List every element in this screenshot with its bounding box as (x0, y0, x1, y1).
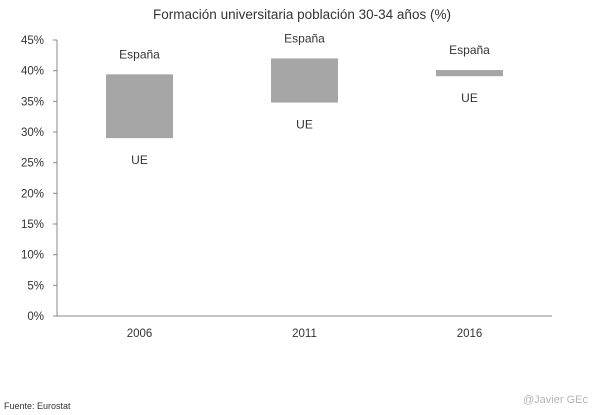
series-labels: España UE España UE España UE (119, 31, 490, 167)
credit: @Javier GEc (523, 394, 588, 406)
x-category-label: 2011 (292, 328, 317, 340)
label-espana: España (449, 43, 490, 57)
y-tick-label: 10% (21, 250, 44, 262)
y-ticks: 0% 5% 10% 15% 20% 25% 30% 35% 40% 45% (21, 35, 57, 323)
range-bar (106, 74, 173, 139)
y-tick-label: 25% (21, 158, 44, 170)
y-tick-label: 0% (27, 311, 44, 323)
y-tick-label: 40% (21, 66, 44, 78)
label-ue: UE (131, 153, 148, 167)
label-ue: UE (461, 91, 478, 105)
y-tick-label: 5% (27, 280, 44, 292)
range-bar (436, 70, 503, 77)
label-espana: España (284, 31, 325, 45)
source-note: Fuente: Eurostat (4, 401, 71, 411)
bars (106, 58, 503, 139)
y-tick-label: 15% (21, 219, 44, 231)
x-categories: 2006 2011 2016 (127, 328, 483, 340)
y-tick-label: 35% (21, 96, 44, 108)
y-tick-label: 30% (21, 127, 44, 139)
x-category-label: 2016 (457, 328, 483, 340)
y-tick-label: 45% (21, 35, 44, 47)
range-bar (271, 58, 338, 103)
chart-title: Formación universitaria población 30-34 … (153, 7, 451, 22)
x-category-label: 2006 (127, 328, 153, 340)
label-espana: España (119, 47, 160, 61)
label-ue: UE (296, 118, 313, 132)
y-tick-label: 20% (21, 188, 44, 200)
